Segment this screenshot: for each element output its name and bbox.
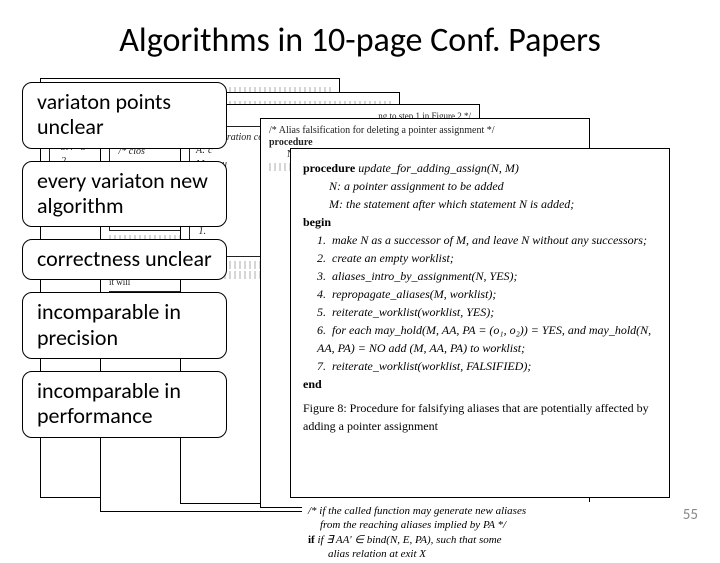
- bullet-item: every variaton new algorithm: [22, 161, 227, 228]
- bullet-list: variaton points unclear every variaton n…: [22, 82, 227, 438]
- slide-title: Algorithms in 10-page Conf. Papers: [0, 20, 720, 61]
- param-line: M: the statement after which statement N…: [329, 195, 657, 213]
- algo-step: 3. aliases_intro_by_assignment(N, YES);: [317, 267, 657, 285]
- figure-caption: Figure 8: Procedure for falsifying alias…: [303, 399, 657, 435]
- code-snippet: /* if the called function may generate n…: [302, 502, 662, 563]
- algo-step: 4. repropagate_aliases(M, worklist);: [317, 285, 657, 303]
- algorithm-figure: procedure update_for_adding_assign(N, M)…: [290, 148, 670, 498]
- keyword-procedure: procedure: [303, 161, 355, 175]
- keyword-begin: begin: [303, 213, 657, 231]
- bullet-item: incomparable in precision: [22, 292, 227, 359]
- bullet-item: variaton points unclear: [22, 82, 227, 149]
- param-line: N: a pointer assignment to be added: [329, 177, 657, 195]
- bullet-item: correctness unclear: [22, 239, 227, 280]
- algo-step: 5. reiterate_worklist(worklist, YES);: [317, 303, 657, 321]
- procedure-name: update_for_adding_assign(N, M): [358, 161, 519, 175]
- algo-step: 2. create an empty worklist;: [317, 249, 657, 267]
- algo-step: 1. make N as a successor of M, and leave…: [317, 231, 657, 249]
- algo-step: 6. for each may_hold(M, AA, PA = (o₁, o₂…: [317, 321, 657, 357]
- page-number: 55: [683, 506, 698, 524]
- bullet-item: incomparable in performance: [22, 371, 227, 438]
- keyword-end: end: [303, 375, 657, 393]
- algo-step: 7. reiterate_worklist(worklist, FALSIFIE…: [317, 357, 657, 375]
